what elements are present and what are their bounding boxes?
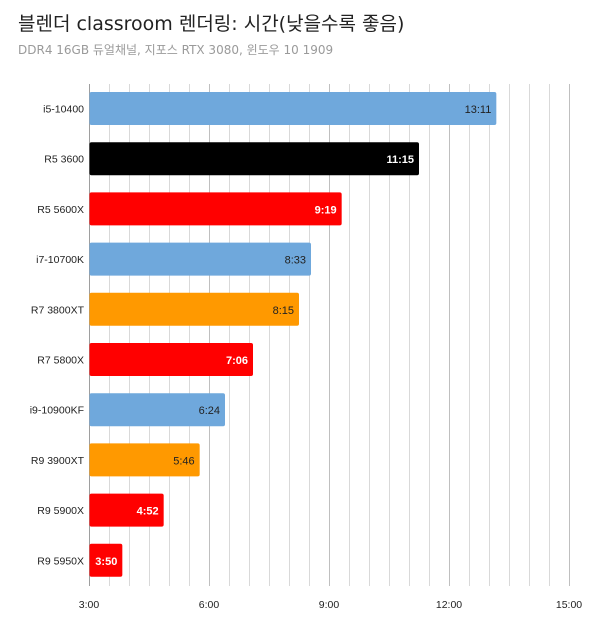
bar: [89, 493, 164, 527]
category-label: i7-10700K: [36, 254, 84, 266]
category-label: i9-10900KF: [30, 405, 84, 417]
bar: [89, 142, 419, 176]
category-label: R7 5800X: [37, 355, 84, 367]
bar: [89, 443, 200, 477]
x-axis-ticks: 3:00 6:00 9:00 12:00 15:00: [79, 599, 583, 611]
category-label: R9 5950X: [37, 555, 84, 567]
x-tick-label: 3:00: [79, 599, 100, 611]
bar-value-label: 4:52: [137, 506, 159, 518]
chart-subtitle: DDR4 16GB 듀얼채널, 지포스 RTX 3080, 윈도우 10 190…: [18, 43, 334, 57]
bar: [89, 393, 225, 427]
bars: 13:11 11:15 9:19 8:33 8:15 7:06 6:24 5:46 4:52 3:…: [89, 92, 497, 577]
bar: [89, 292, 299, 326]
bar: [89, 92, 497, 125]
bar-value-label: 11:15: [386, 154, 414, 166]
bar-value-label: 9:19: [315, 204, 337, 216]
bar-value-label: 6:24: [199, 405, 220, 417]
chart-title: 블렌더 classroom 렌더링: 시간(낮을수록 좋음): [18, 13, 405, 35]
bar: [89, 242, 311, 276]
bar-value-label: 8:15: [273, 305, 294, 317]
category-label: R9 3900XT: [31, 455, 85, 467]
bar-value-label: 8:33: [285, 255, 306, 267]
x-tick-label: 6:00: [199, 599, 220, 611]
bar-value-label: 7:06: [226, 355, 248, 367]
category-label: i5-10400: [43, 104, 84, 116]
x-tick-label: 12:00: [436, 599, 462, 611]
category-label: R9 5900X: [37, 505, 84, 517]
bar-value-label: 3:50: [95, 556, 117, 568]
x-tick-label: 9:00: [319, 599, 340, 611]
category-label: R5 5600X: [37, 204, 84, 216]
bar-value-label: 5:46: [173, 455, 194, 467]
bar: [89, 343, 253, 376]
x-tick-label: 15:00: [556, 599, 582, 611]
bar: [89, 192, 342, 226]
category-label: R7 3800XT: [31, 304, 85, 316]
category-label: R5 3600: [44, 154, 84, 166]
category-labels: i5-10400 R5 3600 R5 5600X i7-10700K R7 3800X…: [30, 104, 85, 568]
bar: [89, 543, 123, 577]
bar-value-label: 13:11: [465, 104, 492, 116]
